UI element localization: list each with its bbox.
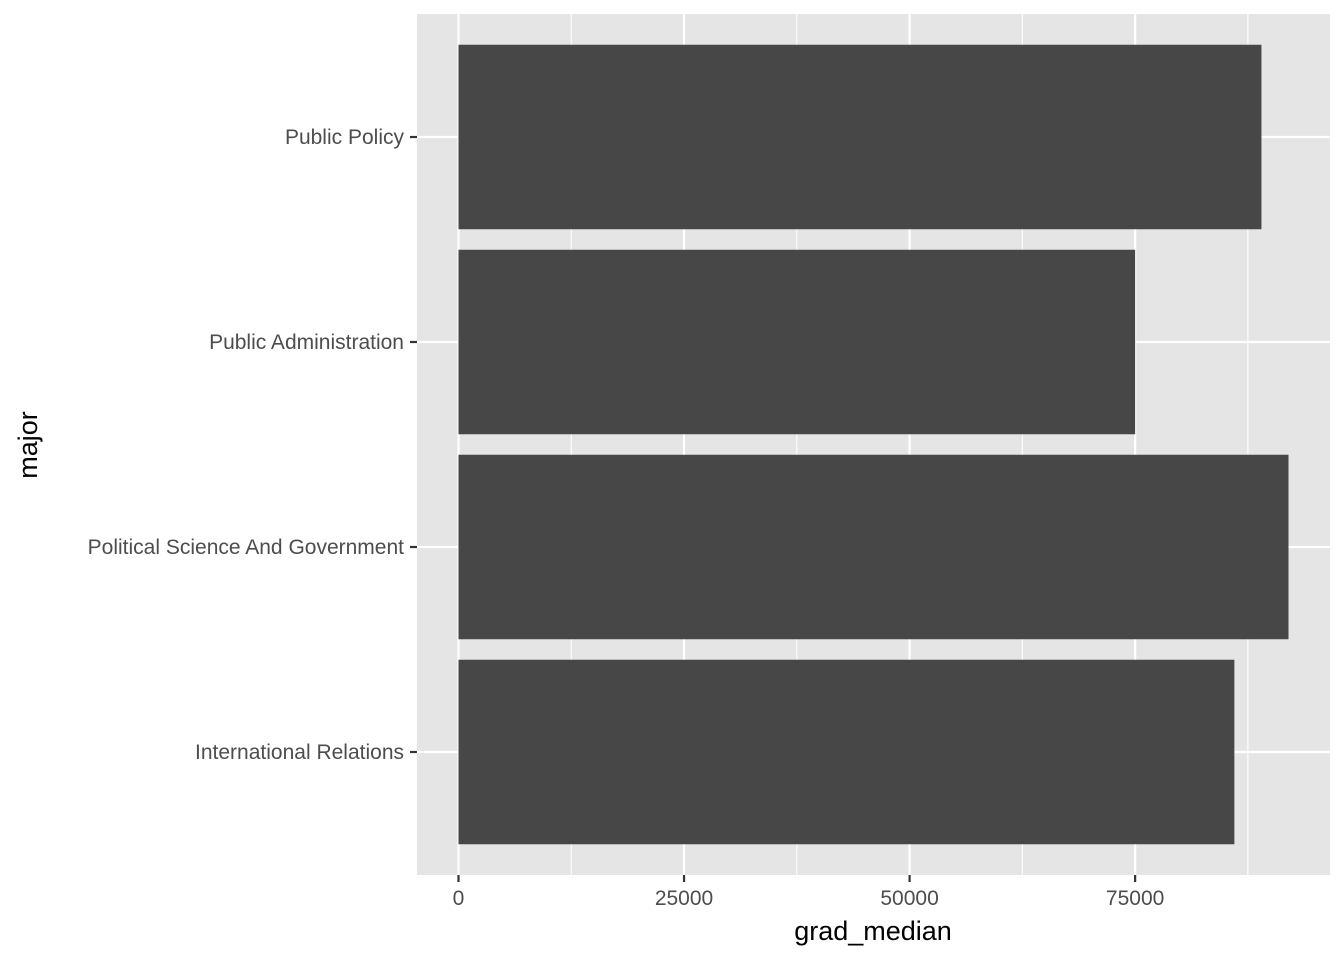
y-axis-title: major	[13, 411, 43, 479]
x-tick-label: 50000	[880, 887, 938, 910]
y-tick-label: Public Administration	[209, 331, 404, 354]
y-tick-label: Political Science And Government	[88, 536, 404, 559]
bar	[458, 659, 1235, 845]
bars	[458, 44, 1289, 845]
y-axis: Public Policy Public Administration Politi…	[88, 126, 417, 764]
x-tick-label: 75000	[1106, 887, 1164, 910]
bar	[458, 249, 1136, 435]
bar	[458, 454, 1289, 640]
x-axis: 0 25000 50000 75000	[453, 875, 1164, 910]
y-tick-label: Public Policy	[285, 126, 405, 149]
x-tick-label: 25000	[655, 887, 713, 910]
x-tick-label: 0	[453, 887, 465, 910]
y-tick-label: International Relations	[195, 741, 404, 764]
bar	[458, 44, 1262, 230]
x-axis-title: grad_median	[794, 916, 952, 946]
